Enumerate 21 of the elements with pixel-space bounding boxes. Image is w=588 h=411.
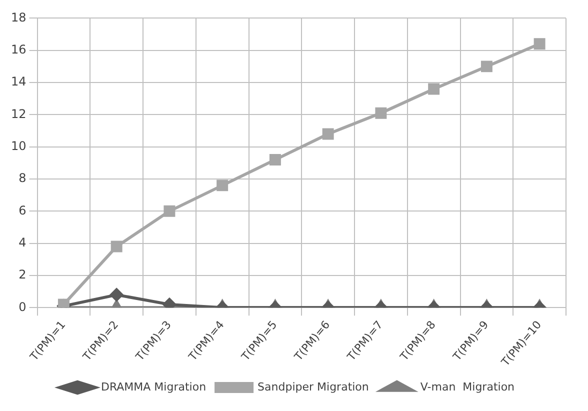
point [322, 128, 334, 140]
point [164, 205, 176, 217]
y-tick-label: 10 [10, 138, 26, 153]
y-tick-label: 12 [10, 106, 26, 121]
y-tick-label: 8 [18, 171, 26, 186]
point [480, 60, 492, 72]
point [428, 83, 440, 95]
y-tick-label: 0 [18, 300, 26, 314]
point [534, 38, 546, 50]
point [375, 107, 387, 119]
legend-label: V-man Migration [420, 380, 515, 394]
y-tick-label: 14 [10, 74, 26, 89]
y-tick-label: 18 [10, 10, 26, 24]
point [216, 180, 228, 192]
legend-label: DRAMMA Migration [100, 380, 206, 394]
y-tick-label: 2 [18, 268, 26, 282]
legend-label: Sandpiper Migration [258, 380, 369, 394]
y-tick-label: 16 [10, 42, 26, 56]
y-tick-label: 6 [18, 203, 26, 218]
point [269, 154, 281, 166]
y-tick-label: 4 [18, 235, 26, 250]
